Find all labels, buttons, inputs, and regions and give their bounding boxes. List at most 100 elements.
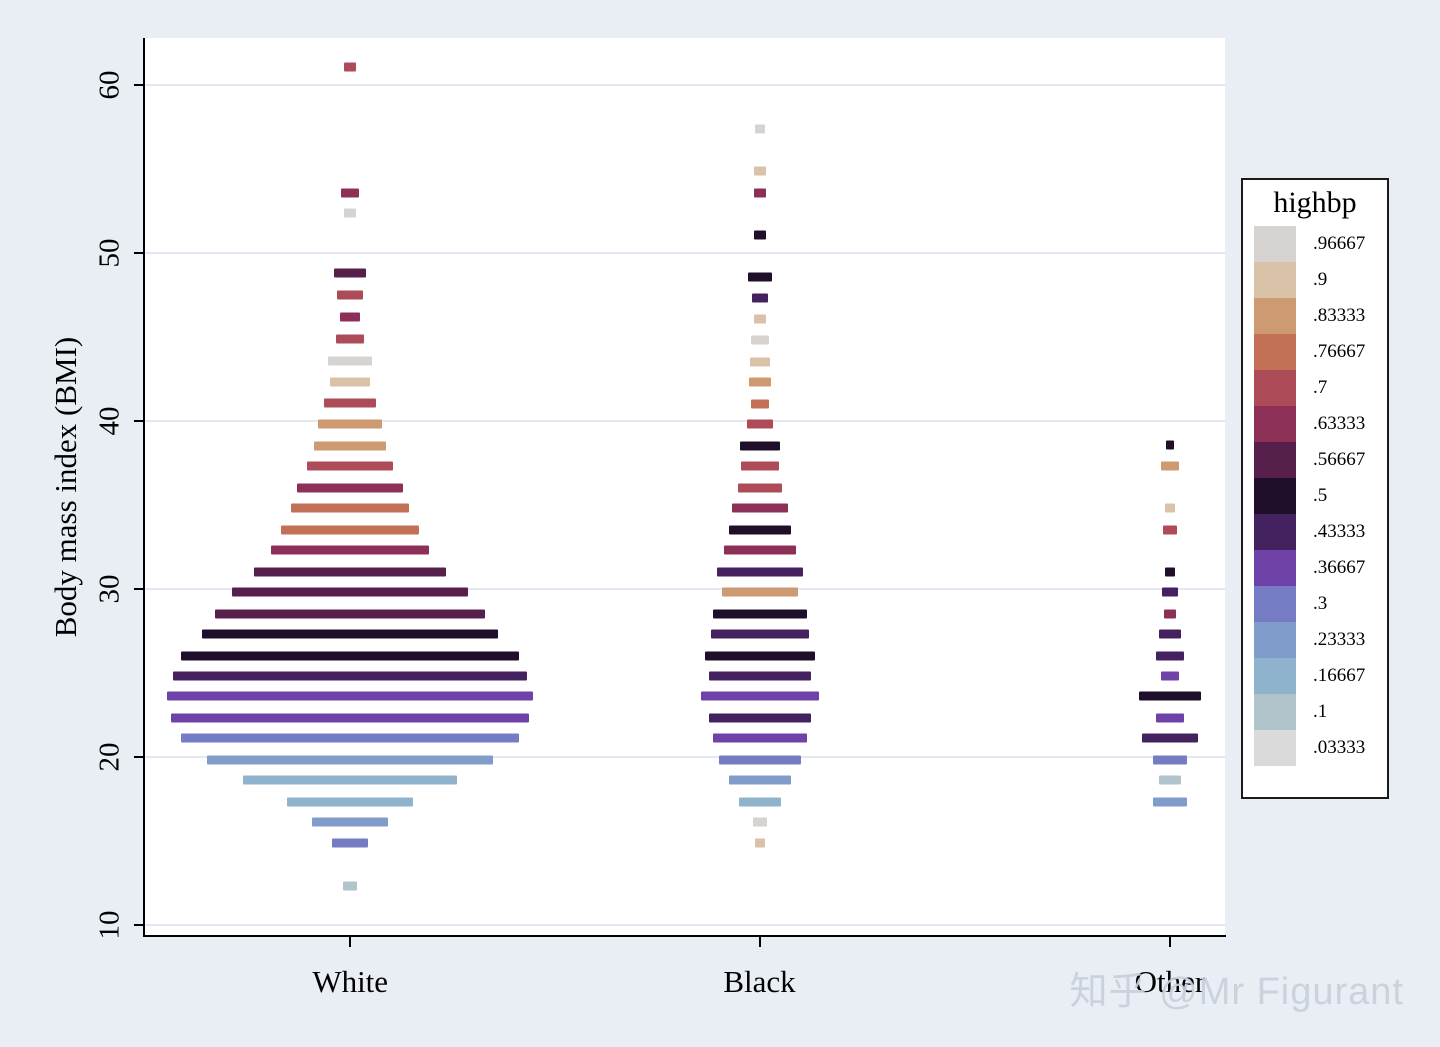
y-axis-line bbox=[143, 38, 145, 937]
bmi-bar bbox=[740, 461, 779, 471]
y-tick-mark bbox=[134, 84, 144, 87]
x-tick-label-black: Black bbox=[723, 964, 796, 999]
bmi-bar bbox=[753, 230, 766, 240]
gridline bbox=[145, 84, 1225, 87]
legend-entries: .96667 .9 .83333 .76667 .7 .63333 .56667 .5 .433… bbox=[1243, 226, 1387, 766]
legend-row: .56667 bbox=[1243, 442, 1387, 478]
bmi-bar bbox=[750, 399, 769, 409]
legend-swatch bbox=[1254, 298, 1296, 334]
y-tick-mark bbox=[134, 923, 144, 926]
bmi-bar bbox=[751, 293, 768, 303]
bmi-bar bbox=[728, 775, 791, 785]
bmi-bar bbox=[1160, 461, 1179, 471]
legend-row: .83333 bbox=[1243, 298, 1387, 334]
legend-swatch bbox=[1254, 334, 1296, 370]
bmi-bar bbox=[1165, 440, 1174, 449]
y-tick-label: 60 bbox=[93, 70, 126, 100]
legend-label: .43333 bbox=[1313, 521, 1366, 542]
bmi-bar bbox=[344, 208, 357, 218]
legend-label: .7 bbox=[1313, 377, 1328, 398]
y-tick-label: 40 bbox=[93, 406, 126, 436]
legend-row: .1 bbox=[1243, 694, 1387, 730]
bmi-bar bbox=[1138, 691, 1201, 701]
bmi-bar bbox=[344, 62, 357, 72]
y-tick-label: 30 bbox=[93, 574, 126, 604]
bmi-bar bbox=[287, 797, 414, 807]
bmi-bar bbox=[1155, 713, 1184, 723]
bmi-bar bbox=[747, 272, 772, 282]
bmi-bar bbox=[718, 755, 801, 765]
bmi-bar bbox=[712, 609, 807, 619]
legend-label: .96667 bbox=[1313, 233, 1366, 254]
x-tick-mark bbox=[758, 937, 761, 947]
legend-row: .63333 bbox=[1243, 406, 1387, 442]
bmi-bar bbox=[753, 188, 766, 198]
bmi-bar bbox=[337, 290, 364, 300]
bmi-bar bbox=[1155, 651, 1184, 661]
bmi-bar bbox=[167, 691, 534, 701]
bmi-bar bbox=[737, 483, 782, 493]
bmi-bar bbox=[1163, 609, 1176, 619]
y-axis-title: Body mass index (BMI) bbox=[48, 336, 83, 638]
bmi-bar bbox=[340, 312, 361, 322]
bmi-bar bbox=[1158, 775, 1181, 785]
legend-title: highbp bbox=[1273, 186, 1357, 219]
y-tick-label: 50 bbox=[93, 238, 126, 268]
legend-row: .23333 bbox=[1243, 622, 1387, 658]
bmi-bar bbox=[243, 775, 458, 785]
bmi-bar bbox=[753, 314, 766, 324]
legend-row: .43333 bbox=[1243, 514, 1387, 550]
legend-swatch bbox=[1254, 658, 1296, 694]
bmi-bar bbox=[728, 525, 791, 535]
bmi-bar bbox=[312, 817, 389, 827]
gridline bbox=[145, 419, 1225, 422]
bmi-bar bbox=[318, 419, 383, 429]
gridline bbox=[145, 587, 1225, 590]
legend-label: .1 bbox=[1313, 701, 1328, 722]
legend-swatch bbox=[1254, 478, 1296, 514]
legend-label: .23333 bbox=[1313, 629, 1366, 650]
legend-label: .76667 bbox=[1313, 341, 1366, 362]
bmi-bar bbox=[291, 503, 410, 513]
bmi-bar bbox=[723, 545, 796, 555]
legend-label: .83333 bbox=[1313, 305, 1366, 326]
bmi-bar bbox=[753, 166, 766, 176]
y-tick-mark bbox=[134, 419, 144, 422]
bmi-bar bbox=[207, 755, 494, 765]
bmi-bar bbox=[281, 525, 420, 535]
legend-row: .9 bbox=[1243, 262, 1387, 298]
legend-label: .56667 bbox=[1313, 449, 1366, 470]
bmi-bar bbox=[700, 691, 819, 701]
legend-label: .03333 bbox=[1313, 737, 1366, 758]
bmi-bar bbox=[1141, 733, 1198, 743]
bmi-bar bbox=[343, 881, 358, 891]
x-tick-label-other: Other bbox=[1134, 964, 1206, 999]
bmi-bar bbox=[181, 651, 520, 661]
x-tick-label-white: White bbox=[312, 964, 389, 999]
bmi-bar bbox=[202, 629, 499, 639]
legend-swatch bbox=[1254, 586, 1296, 622]
bmi-bar bbox=[731, 503, 788, 513]
x-tick-mark bbox=[1168, 937, 1171, 947]
watermark: 知乎 @Mr Figurant bbox=[1069, 971, 1404, 1013]
legend-label: .3 bbox=[1313, 593, 1328, 614]
bmi-bar bbox=[749, 357, 770, 367]
bmi-bar bbox=[254, 567, 447, 577]
legend-row: .7 bbox=[1243, 370, 1387, 406]
bmi-bar bbox=[752, 817, 767, 827]
legend-swatch bbox=[1254, 262, 1296, 298]
bmi-bar bbox=[748, 377, 771, 387]
bmi-bar bbox=[712, 733, 807, 743]
bmi-bar bbox=[704, 651, 815, 661]
legend-row: .76667 bbox=[1243, 334, 1387, 370]
legend-swatch bbox=[1254, 550, 1296, 586]
bmi-bar bbox=[1160, 671, 1179, 681]
legend-label: .9 bbox=[1313, 269, 1328, 290]
bmi-bar bbox=[1164, 503, 1175, 513]
bmi-bar bbox=[173, 671, 528, 681]
bmi-bar bbox=[334, 268, 367, 278]
x-tick-mark bbox=[349, 937, 352, 947]
bmi-bar bbox=[1164, 567, 1175, 577]
legend-swatch bbox=[1254, 406, 1296, 442]
y-tick-label: 10 bbox=[93, 910, 126, 940]
